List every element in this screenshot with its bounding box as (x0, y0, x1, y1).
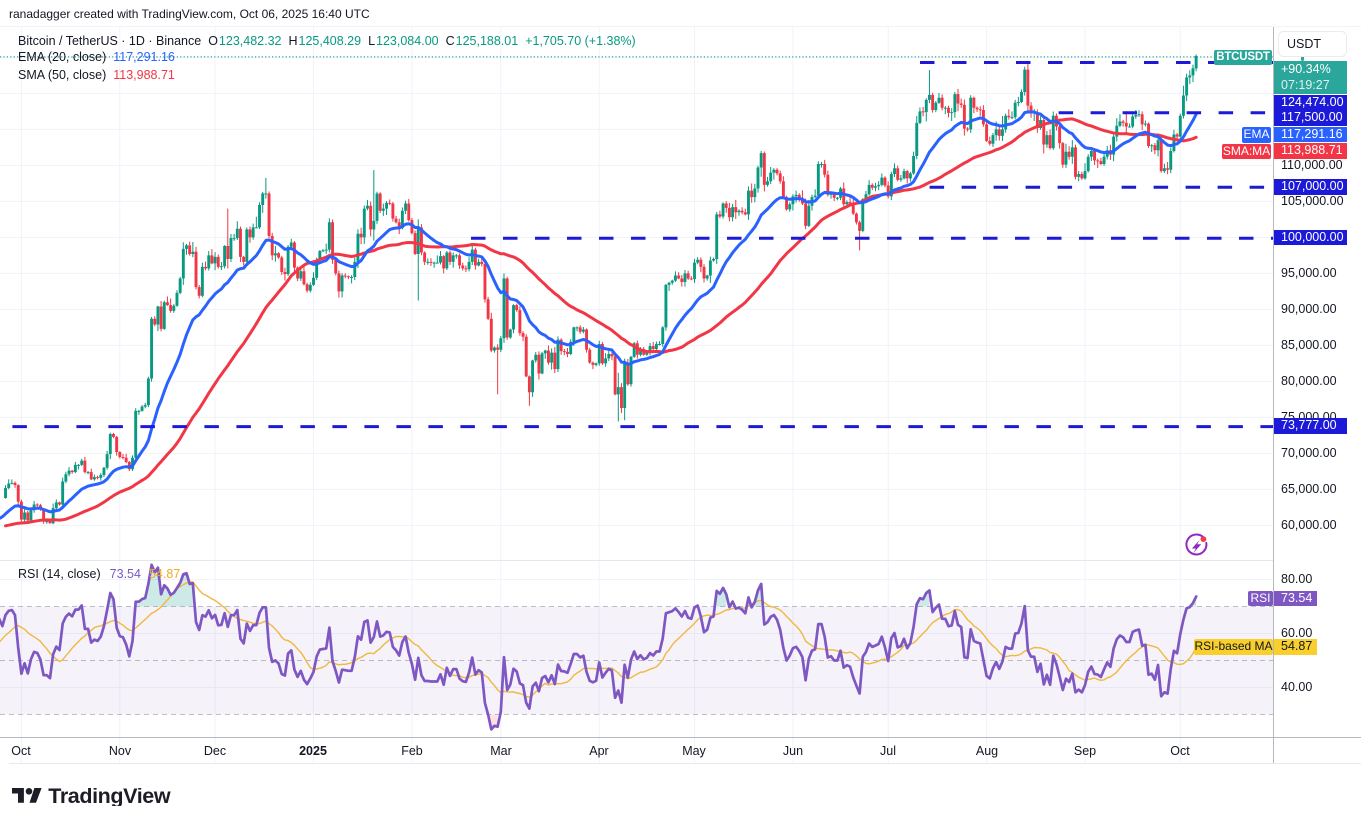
svg-text:TradingView: TradingView (48, 788, 171, 806)
